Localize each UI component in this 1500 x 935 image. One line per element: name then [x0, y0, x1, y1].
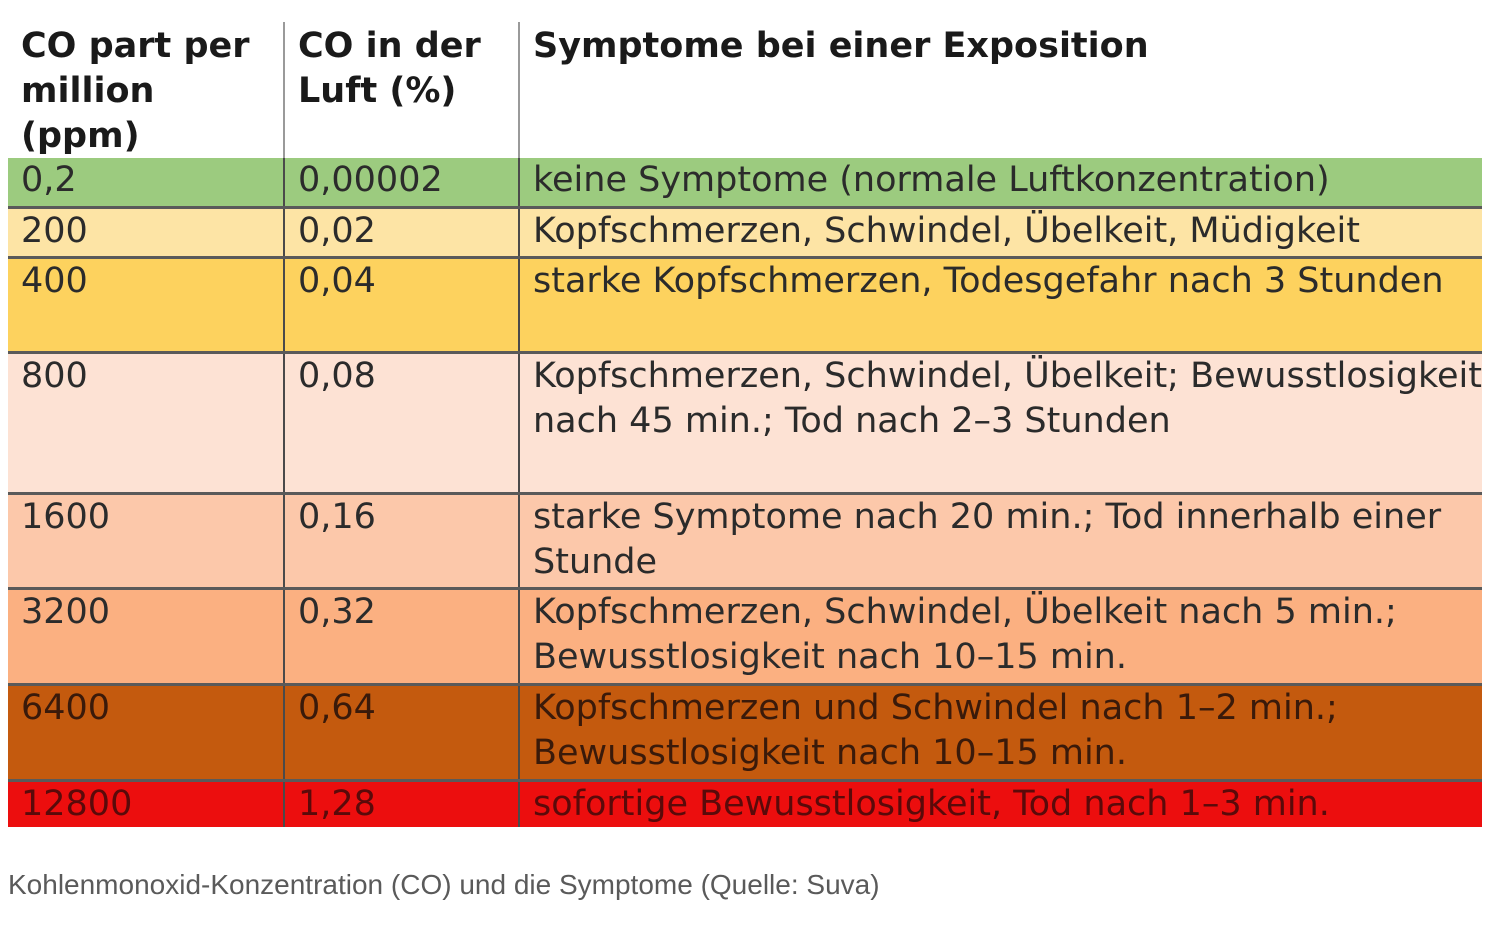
table-row: 1600 0,16 starke Symptome nach 20 min.; To… [8, 492, 1482, 587]
header-ppm: CO part per million (ppm) [8, 22, 285, 158]
cell-ppm: 3200 [8, 590, 285, 683]
cell-symptoms: keine Symptome (normale Luftkonzentratio… [533, 160, 1330, 200]
cell-percent: 0,32 [285, 590, 520, 683]
cell-percent: 0,08 [285, 354, 520, 492]
table-row: 800 0,08 Kopfschmerzen, Schwindel, Übelkei… [8, 351, 1482, 492]
cell-symptoms: sofortige Bewusstlosigkeit, Tod nach 1–3… [533, 784, 1330, 824]
cell-percent: 0,00002 [285, 158, 520, 206]
cell-percent: 0,64 [285, 686, 520, 779]
table-body: 0,2 0,00002 keine Symptome (normale Luftko… [8, 158, 1482, 827]
table-row: 200 0,02 Kopfschmerzen, Schwindel, Übelkei… [8, 206, 1482, 256]
cell-ppm: 12800 [8, 782, 285, 827]
table-row: 0,2 0,00002 keine Symptome (normale Luftko… [8, 158, 1482, 206]
table-row: 3200 0,32 Kopfschmerzen, Schwindel, Übelke… [8, 587, 1482, 683]
cell-ppm: 1600 [8, 495, 285, 587]
cell-percent: 0,04 [285, 259, 520, 351]
table-header-row: CO part per million (ppm) CO in der Luft… [8, 22, 1482, 158]
cell-symptoms: starke Kopfschmerzen, Todesgefahr nach 3… [533, 261, 1444, 301]
cell-symptoms: Kopfschmerzen, Schwindel, Übelkeit; Bewu… [533, 356, 1482, 441]
cell-ppm: 800 [8, 354, 285, 492]
cell-percent: 0,02 [285, 209, 520, 256]
cell-ppm: 200 [8, 209, 285, 256]
cell-percent: 1,28 [285, 782, 520, 827]
table-row: 6400 0,64 Kopfschmerzen und Schwindel nach… [8, 683, 1482, 779]
cell-symptoms: Kopfschmerzen und Schwindel nach 1–2 min… [533, 688, 1338, 773]
cell-percent: 0,16 [285, 495, 520, 587]
cell-ppm: 0,2 [8, 158, 285, 206]
table-row: 400 0,04 starke Kopfschmerzen, Todesgefahr… [8, 256, 1482, 351]
header-symptoms: Symptome bei einer Exposition [533, 26, 1149, 66]
co-symptoms-table: CO part per million (ppm) CO in der Luft… [8, 22, 1482, 827]
cell-symptoms: Kopfschmerzen, Schwindel, Übelkeit, Müdi… [533, 211, 1360, 251]
cell-ppm: 6400 [8, 686, 285, 779]
cell-symptoms: Kopfschmerzen, Schwindel, Übelkeit nach … [533, 592, 1397, 677]
table-caption: Kohlenmonoxid-Konzentration (CO) und die… [8, 869, 880, 900]
cell-symptoms: starke Symptome nach 20 min.; Tod innerh… [533, 497, 1442, 582]
header-percent: CO in der Luft (%) [285, 22, 520, 158]
cell-ppm: 400 [8, 259, 285, 351]
table-row: 12800 1,28 sofortige Bewusstlosigkeit, Tod… [8, 779, 1482, 827]
